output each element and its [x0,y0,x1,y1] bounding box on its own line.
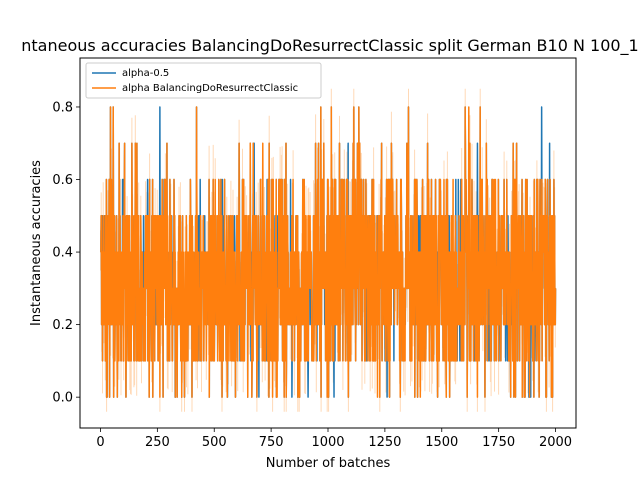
y-tick-label: 0.8 [52,100,73,115]
x-tick-label: 250 [145,435,170,450]
y-axis: 0.0 0.2 0.4 0.6 0.8 [52,100,80,406]
series-lines [99,106,557,398]
series-line-alpha-balancing [99,106,557,398]
plot-area [79,57,577,429]
y-tick-label: 0.2 [52,318,73,333]
legend-label-alpha-balancing: alpha BalancingDoResurrectClassic [122,83,298,94]
chart-title: ntaneous accuracies BalancingDoResurrect… [21,36,638,56]
x-tick-label: 1250 [368,435,401,450]
y-tick-label: 0.0 [52,391,73,406]
y-axis-label: Instantaneous accuracies [29,160,44,326]
x-tick-label: 1750 [482,435,515,450]
y-tick-label: 0.4 [52,246,73,261]
x-tick-label: 2000 [539,435,572,450]
legend-box [85,62,322,99]
x-tick-label: 750 [259,435,284,450]
x-axis: 0 250 500 750 1000 1250 1500 1750 2000 [96,428,572,450]
legend: alpha-0.5 alpha BalancingDoResurrectClas… [85,62,322,99]
legend-label-alpha-0-5: alpha-0.5 [122,68,169,79]
x-tick-label: 0 [96,435,104,450]
x-axis-label: Number of batches [266,456,391,471]
x-tick-label: 1000 [311,435,344,450]
x-tick-label: 1500 [425,435,458,450]
x-tick-label: 500 [202,435,227,450]
y-tick-label: 0.6 [52,173,73,188]
